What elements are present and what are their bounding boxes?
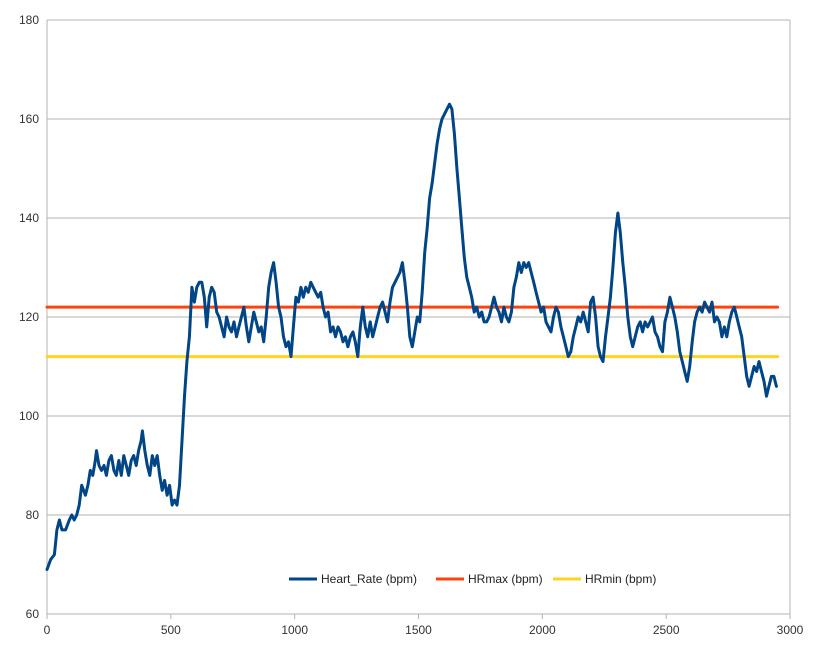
- x-tick-label: 1500: [405, 623, 432, 637]
- y-tick-label: 160: [19, 112, 39, 126]
- x-tick-label: 3000: [777, 623, 804, 637]
- x-tick-label: 1000: [281, 623, 308, 637]
- axes: 60 80 100 120 140 160 180 0 500 1000 1500 2000 2500 3…: [19, 13, 804, 637]
- x-tick-label: 500: [161, 623, 181, 637]
- y-tick-label: 80: [26, 508, 40, 522]
- y-tick-label: 180: [19, 13, 39, 27]
- series-line-heart-rate-bpm: [45, 102, 778, 571]
- legend-label: HRmax (bpm): [468, 572, 543, 586]
- legend-label: HRmin (bpm): [585, 572, 656, 586]
- y-tick-label: 60: [26, 607, 40, 621]
- gridlines: [46, 19, 791, 615]
- y-tick-label: 120: [19, 310, 39, 324]
- x-tick-label: 2000: [529, 623, 556, 637]
- plot-series: [45, 102, 780, 571]
- legend: Heart_Rate (bpm) HRmax (bpm) HRmin (bpm): [289, 572, 656, 586]
- y-tick-label: 140: [19, 211, 39, 225]
- legend-label: Heart_Rate (bpm): [321, 572, 417, 586]
- x-tick-label: 2500: [653, 623, 680, 637]
- y-tick-label: 100: [19, 409, 39, 423]
- x-tick-label: 0: [44, 623, 51, 637]
